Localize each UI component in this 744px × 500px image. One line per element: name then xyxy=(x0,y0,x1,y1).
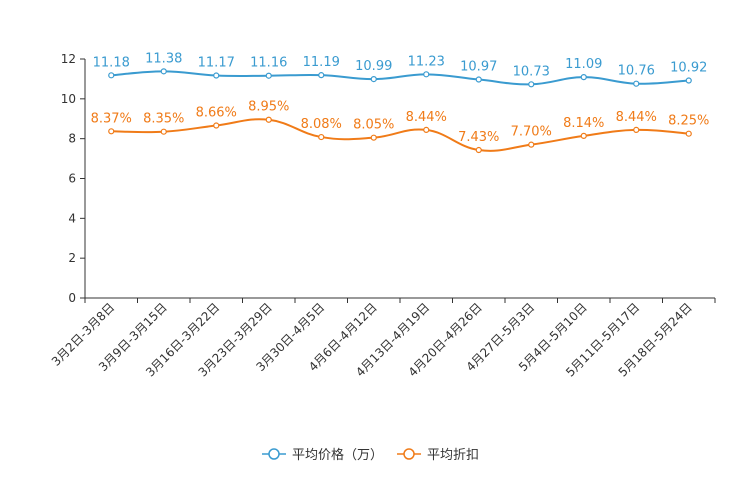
chart-legend[interactable]: 平均价格（万） 平均折扣 xyxy=(262,447,479,463)
data-label: 7.43% xyxy=(458,130,499,145)
data-label: 8.44% xyxy=(406,110,447,125)
data-point[interactable] xyxy=(685,130,692,137)
data-point[interactable] xyxy=(318,133,325,141)
data-label: 11.38 xyxy=(145,51,182,66)
data-point[interactable] xyxy=(475,76,482,83)
data-label: 11.23 xyxy=(408,54,445,69)
y-tick-label: 10 xyxy=(61,92,76,106)
data-point[interactable] xyxy=(265,116,272,123)
data-point[interactable] xyxy=(580,74,587,81)
series-1: 11.18 11.38 11.17 11.16 11.19 10.99 11.23 10.97… xyxy=(93,51,707,88)
data-point[interactable] xyxy=(423,71,430,78)
data-label: 8.14% xyxy=(563,116,604,131)
data-label: 11.18 xyxy=(93,55,130,70)
data-label: 8.08% xyxy=(301,117,342,132)
data-label: 10.73 xyxy=(513,64,550,79)
series-line xyxy=(111,118,689,152)
data-point[interactable] xyxy=(108,72,115,79)
data-label: 8.66% xyxy=(196,106,237,121)
data-point[interactable] xyxy=(633,80,640,87)
chart-axes: 0246810123月2日-3月8日3月9日-3月15日3月16日-3月22日3… xyxy=(49,52,716,380)
data-point[interactable] xyxy=(633,126,640,134)
data-label: 8.37% xyxy=(91,111,132,126)
data-label: 8.95% xyxy=(248,100,289,115)
data-point[interactable] xyxy=(528,81,535,88)
data-point[interactable] xyxy=(685,77,692,84)
data-point[interactable] xyxy=(160,128,167,135)
data-label: 11.17 xyxy=(198,56,235,71)
data-point[interactable] xyxy=(318,72,325,79)
legend-marker-icon xyxy=(268,448,280,460)
data-point[interactable] xyxy=(370,134,377,141)
legend-item-2[interactable]: 平均折扣 xyxy=(397,448,479,463)
series-line xyxy=(111,70,689,86)
legend-label: 平均折扣 xyxy=(427,448,479,463)
series-layer: 11.18 11.38 11.17 11.16 11.19 10.99 11.23 10.97… xyxy=(91,51,709,154)
legend-marker-icon xyxy=(403,448,415,460)
y-tick-label: 6 xyxy=(68,172,76,186)
data-point[interactable] xyxy=(580,132,587,139)
y-tick-label: 12 xyxy=(61,52,76,66)
data-label: 10.97 xyxy=(460,60,497,75)
data-point[interactable] xyxy=(213,122,220,129)
data-point[interactable] xyxy=(423,126,430,134)
y-tick-label: 4 xyxy=(68,211,76,225)
data-point[interactable] xyxy=(370,76,377,83)
data-label: 8.05% xyxy=(353,118,394,133)
data-label: 7.70% xyxy=(511,125,552,140)
y-tick-label: 2 xyxy=(68,251,76,265)
data-point[interactable] xyxy=(528,141,535,148)
data-point[interactable] xyxy=(108,128,115,135)
y-tick-label: 8 xyxy=(68,132,76,146)
legend-item-1[interactable]: 平均价格（万） xyxy=(262,447,383,463)
data-point[interactable] xyxy=(475,146,482,154)
y-tick-label: 0 xyxy=(68,291,76,305)
data-label: 11.19 xyxy=(303,55,340,70)
data-point[interactable] xyxy=(213,72,220,79)
data-point[interactable] xyxy=(265,72,272,79)
data-label: 10.99 xyxy=(355,59,392,74)
data-label: 10.76 xyxy=(618,64,655,79)
data-label: 8.25% xyxy=(668,114,709,129)
data-label: 8.44% xyxy=(616,110,657,125)
data-label: 8.35% xyxy=(143,112,184,127)
legend-label: 平均价格（万） xyxy=(292,447,383,463)
data-label: 11.16 xyxy=(250,56,287,71)
data-point[interactable] xyxy=(160,68,167,75)
series-2: 8.37% 8.35% 8.66% 8.95% 8.08% 8.05% 8.44% 7.43%… xyxy=(91,100,709,154)
data-label: 10.92 xyxy=(670,61,707,76)
data-label: 11.09 xyxy=(565,57,602,72)
